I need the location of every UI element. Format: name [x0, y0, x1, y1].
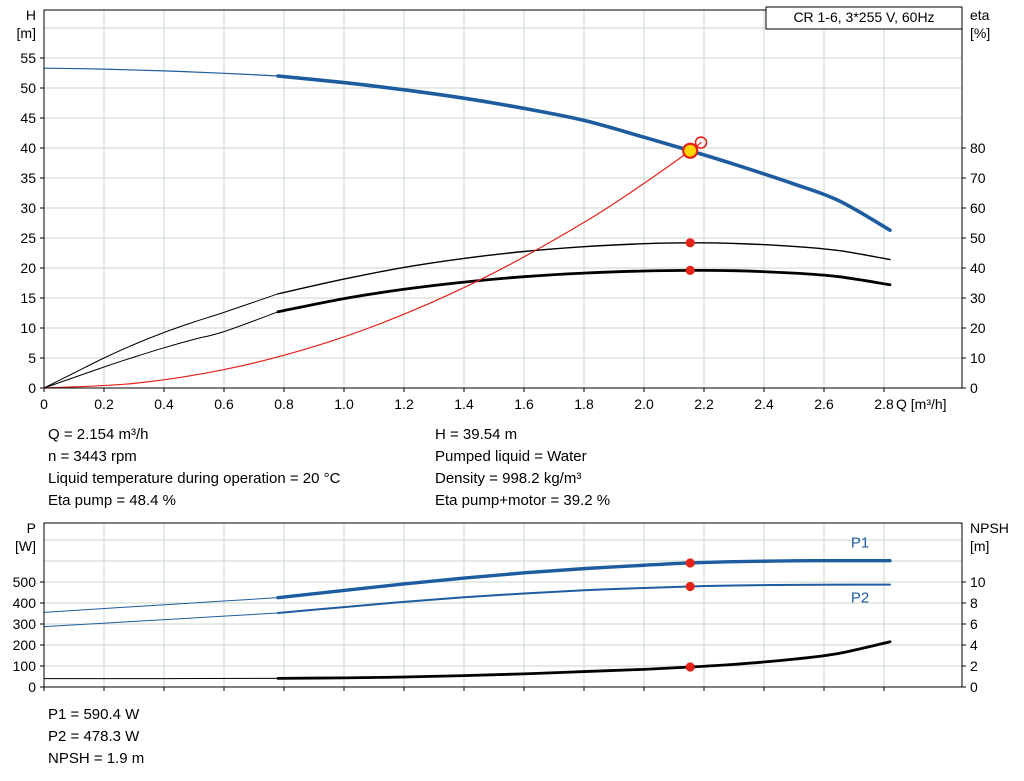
svg-text:80: 80: [970, 140, 986, 156]
svg-text:500: 500: [13, 574, 37, 590]
annotation-speed: n = 3443 rpm: [48, 448, 137, 465]
annotation-pumped-liquid: Pumped liquid = Water: [435, 448, 587, 465]
svg-text:40: 40: [20, 140, 36, 156]
annotation-liquid-temperature: Liquid temperature during operation = 20…: [48, 470, 341, 487]
power-npsh-data: P1 = 590.4 W P2 = 478.3 W NPSH = 1.9 m: [48, 704, 144, 770]
svg-text:45: 45: [20, 110, 36, 126]
y-right-axis-name: eta: [970, 7, 990, 23]
svg-text:10: 10: [970, 350, 986, 366]
x-axis-label: Q [m³/h]: [896, 396, 947, 412]
annotation-head: H = 39.54 m: [435, 426, 518, 443]
curve-label-P1: P1: [851, 535, 869, 552]
svg-text:10: 10: [20, 320, 36, 336]
annotation-p1: P1 = 590.4 W: [48, 706, 140, 723]
preview-point: [694, 136, 708, 149]
grid-lines: [44, 10, 962, 388]
y-right-axis-name: NPSH: [970, 520, 1009, 536]
plot-border: [43, 522, 963, 688]
axis-labels: 0 100 200 300 400 500 0 2 4 6 8 10 P [W] NPSH [m]: [13, 520, 1009, 695]
svg-text:1.2: 1.2: [394, 396, 414, 412]
axis-labels: 0 0.2 0.4 0.6 0.8 1.0 1.2 1.4 1.6 1.8 2.0 2.2 2.4 2.6…: [17, 7, 991, 412]
svg-text:1.6: 1.6: [514, 396, 534, 412]
duty-point-data: Q = 2.154 m³/h n = 3443 rpm Liquid tempe…: [48, 424, 822, 512]
svg-text:2.2: 2.2: [694, 396, 714, 412]
grid-lines: [44, 523, 962, 687]
curve-NPSH: [43, 640, 892, 680]
svg-text:8: 8: [970, 595, 978, 611]
y-right-axis-unit: [%]: [970, 25, 990, 41]
svg-text:15: 15: [20, 290, 36, 306]
svg-text:10: 10: [970, 574, 986, 590]
eta-pump-point: [685, 238, 695, 248]
svg-text:200: 200: [13, 637, 37, 653]
svg-text:2.4: 2.4: [754, 396, 774, 412]
svg-text:2: 2: [970, 658, 978, 674]
svg-text:55: 55: [20, 50, 36, 66]
annotation-eta-pump: Eta pump = 48.4 %: [48, 492, 176, 509]
p2-point: [685, 581, 695, 592]
svg-text:20: 20: [20, 260, 36, 276]
svg-text:0.2: 0.2: [94, 396, 114, 412]
svg-text:0: 0: [970, 380, 978, 396]
svg-text:5: 5: [28, 350, 36, 366]
curve-head: [43, 67, 892, 232]
qh-chart: 0 0.2 0.4 0.6 0.8 1.0 1.2 1.4 1.6 1.8 2.0 2.2 2.4 2.6…: [17, 6, 991, 412]
svg-text:0.8: 0.8: [274, 396, 294, 412]
svg-text:40: 40: [970, 260, 986, 276]
annotation-p2: P2 = 478.3 W: [48, 728, 140, 745]
eta-pump-motor-point: [685, 265, 695, 275]
plot-border: [43, 9, 963, 389]
p1-point: [685, 558, 695, 568]
svg-text:50: 50: [970, 230, 986, 246]
svg-text:0: 0: [40, 396, 48, 412]
power-chart: P1 P2 0 100 200 300 400 500 0 2 4 6 8 10 P [W] NPSH [m]: [13, 520, 1009, 695]
svg-text:2.6: 2.6: [814, 396, 834, 412]
chart-title: CR 1-6, 3*255 V, 60Hz: [793, 9, 934, 25]
curve-eta-pump-motor: [43, 268, 892, 389]
svg-text:30: 30: [970, 290, 986, 306]
svg-text:6: 6: [970, 616, 978, 632]
curve-P2: [43, 583, 891, 628]
svg-text:1.4: 1.4: [454, 396, 474, 412]
annotation-eta-pump-motor: Eta pump+motor = 39.2 %: [435, 492, 611, 509]
svg-text:70: 70: [970, 170, 986, 186]
y-right-axis-unit: [m]: [970, 538, 989, 554]
y-left-axis-unit: [m]: [17, 25, 36, 41]
svg-text:4: 4: [970, 637, 978, 653]
annotation-density: Density = 998.2 kg/m³: [435, 470, 582, 487]
duty-point[interactable]: [682, 142, 699, 159]
y-left-axis-name: P: [27, 520, 36, 536]
duty-data-left-column: Q = 2.154 m³/h n = 3443 rpm Liquid tempe…: [48, 424, 435, 512]
svg-text:0.4: 0.4: [154, 396, 174, 412]
annotation-flow: Q = 2.154 m³/h: [48, 426, 149, 443]
curve-eta-pump: [43, 242, 891, 389]
svg-text:0.6: 0.6: [214, 396, 234, 412]
annotation-npsh: NPSH = 1.9 m: [48, 750, 145, 767]
svg-text:35: 35: [20, 170, 36, 186]
svg-text:2.8: 2.8: [874, 396, 894, 412]
curve-system-curve: [43, 142, 702, 389]
chart-title-box: CR 1-6, 3*255 V, 60Hz: [765, 6, 963, 30]
svg-text:0: 0: [28, 679, 36, 695]
svg-text:2.0: 2.0: [634, 396, 654, 412]
svg-text:25: 25: [20, 230, 36, 246]
y-left-axis-name: H: [26, 7, 36, 23]
svg-text:0: 0: [28, 380, 36, 396]
y-left-axis-unit: [W]: [15, 538, 36, 554]
svg-text:20: 20: [970, 320, 986, 336]
svg-text:100: 100: [13, 658, 37, 674]
svg-text:60: 60: [970, 200, 986, 216]
svg-text:400: 400: [13, 595, 37, 611]
svg-text:50: 50: [20, 80, 36, 96]
duty-data-right-column: H = 39.54 m Pumped liquid = Water Densit…: [435, 424, 822, 512]
curve-label-P2: P2: [851, 590, 869, 607]
svg-text:30: 30: [20, 200, 36, 216]
svg-text:300: 300: [13, 616, 37, 632]
curve-P1: [43, 558, 892, 613]
svg-text:0: 0: [970, 679, 978, 695]
svg-text:1.0: 1.0: [334, 396, 354, 412]
svg-text:1.8: 1.8: [574, 396, 594, 412]
npsh-point: [685, 662, 695, 672]
